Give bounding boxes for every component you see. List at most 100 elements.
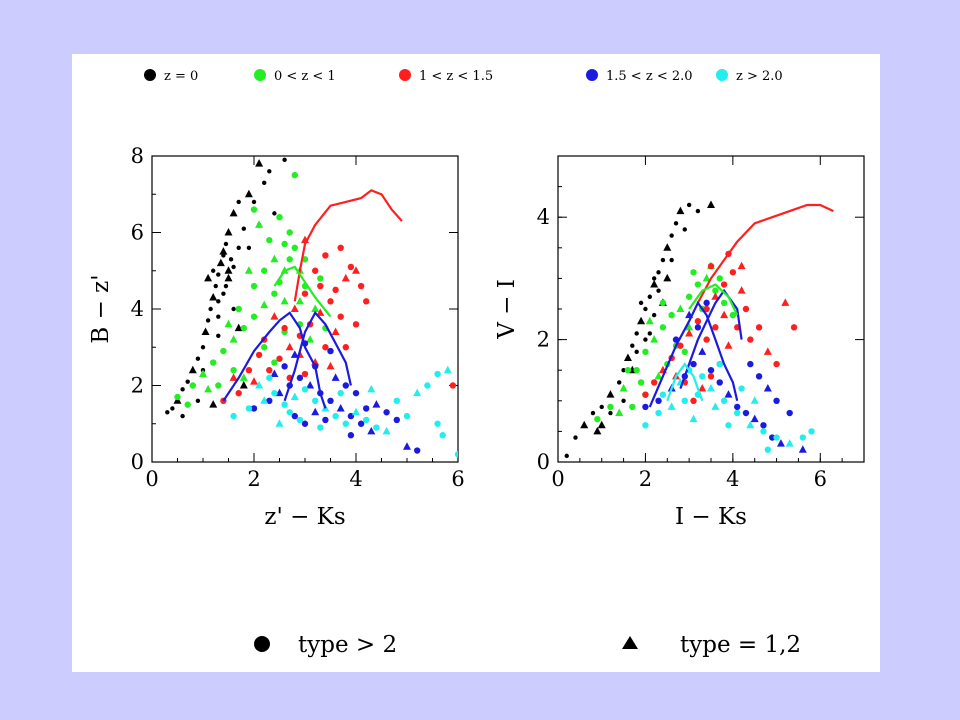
point-1-5-z-2-0: [403, 442, 411, 450]
point-z-0: [282, 157, 287, 163]
point-z-2-0: [689, 414, 698, 423]
x-tick-label: 6: [451, 467, 464, 491]
point-1-5-z-2-0: [250, 405, 258, 412]
point-0-z-1: [276, 214, 283, 221]
x-axis-label: I − Ks: [675, 504, 747, 530]
point-z-0: [608, 410, 613, 416]
point-1-z-1-5: [301, 290, 309, 297]
point-z-0: [621, 368, 626, 373]
point-0-z-1: [685, 322, 694, 331]
point-1-z-1-5: [698, 384, 707, 392]
model-track: [648, 300, 739, 408]
point-1-z-1-5: [690, 397, 697, 404]
triangle-marker-icon: [622, 636, 638, 649]
point-z-2-0: [286, 409, 293, 416]
point-0-z-1: [280, 296, 289, 305]
point-z-0: [195, 398, 201, 403]
point-0-z-1: [594, 415, 601, 423]
model-track: [293, 189, 403, 302]
point-1-z-1-5: [737, 286, 746, 294]
point-1-z-1-5: [332, 286, 339, 294]
point-1-z-1-5: [357, 282, 365, 290]
point-1-z-1-5: [707, 262, 715, 270]
model-track: [679, 288, 743, 389]
point-0-z-1: [607, 403, 614, 411]
point-z-0: [617, 380, 622, 385]
point-z-2-0: [434, 370, 441, 378]
point-z-0: [564, 453, 569, 459]
point-z-2-0: [773, 434, 780, 441]
point-z-2-0: [699, 373, 706, 380]
y-tick-label: 2: [131, 374, 144, 398]
point-0-z-1: [619, 384, 628, 392]
point-0-z-1: [716, 275, 723, 282]
point-z-2-0: [659, 391, 667, 398]
point-z-0: [195, 356, 201, 361]
point-1-z-1-5: [755, 324, 763, 331]
point-1-z-1-5: [363, 298, 370, 305]
point-1-5-z-2-0: [363, 405, 370, 412]
point-z-0: [216, 258, 225, 267]
y-axis-label: B − z': [88, 274, 114, 343]
point-z-0: [231, 306, 236, 312]
point-0-z-1: [271, 290, 278, 297]
point-1-z-1-5: [316, 308, 325, 316]
point-1-5-z-2-0: [306, 381, 315, 389]
point-z-0: [267, 169, 272, 174]
point-1-z-1-5: [703, 305, 710, 313]
point-0-z-1: [271, 359, 278, 366]
point-z-0: [234, 323, 243, 332]
point-1-5-z-2-0: [707, 367, 715, 374]
x-tick-label: 0: [551, 467, 564, 491]
point-1-z-1-5: [724, 341, 733, 349]
point-z-2-0: [424, 382, 431, 389]
point-z-0: [597, 420, 606, 429]
point-1-5-z-2-0: [742, 409, 750, 417]
legend-marker-2: [399, 69, 411, 81]
point-1-z-1-5: [337, 244, 344, 251]
point-z-0: [205, 318, 211, 323]
point-1-z-1-5: [322, 344, 329, 351]
point-z-0: [200, 345, 206, 350]
point-1-z-1-5: [245, 367, 253, 374]
data-layer: [564, 200, 834, 459]
point-0-z-1: [654, 371, 663, 380]
point-0-z-1: [295, 296, 304, 305]
point-z-0: [180, 413, 185, 419]
point-0-z-1: [240, 324, 247, 332]
point-1-z-1-5: [650, 379, 658, 386]
point-z-0: [660, 257, 666, 263]
point-0-z-1: [224, 319, 233, 328]
point-1-z-1-5: [322, 252, 329, 259]
y-tick-label: 4: [131, 297, 144, 321]
legend-marker-4: [716, 69, 728, 81]
point-0-z-1: [261, 267, 268, 274]
x-axis-label: z' − Ks: [264, 504, 345, 530]
point-1-z-1-5: [276, 355, 283, 362]
x-tick-label: 6: [814, 467, 827, 491]
point-z-2-0: [642, 422, 649, 429]
point-1-z-1-5: [742, 305, 750, 313]
point-z-2-0: [725, 422, 732, 429]
point-1-z-1-5: [720, 281, 728, 288]
point-z-0: [204, 273, 213, 282]
point-1-z-1-5: [707, 373, 715, 380]
point-1-z-1-5: [737, 261, 746, 270]
point-z-0: [651, 312, 657, 318]
point-z-2-0: [434, 420, 441, 427]
point-z-0: [272, 211, 277, 216]
point-z-0: [223, 241, 229, 247]
point-0-z-1: [676, 304, 685, 312]
point-1-5-z-2-0: [322, 416, 329, 424]
point-0-z-1: [215, 382, 222, 389]
model-track: [666, 362, 704, 402]
point-1-z-1-5: [685, 328, 694, 337]
point-0-z-1: [250, 282, 258, 290]
y-tick-label: 6: [131, 221, 144, 245]
point-0-z-1: [659, 299, 667, 307]
point-1-z-1-5: [331, 327, 340, 335]
point-1-z-1-5: [729, 269, 737, 276]
point-z-2-0: [337, 389, 344, 397]
point-0-z-1: [244, 266, 253, 274]
point-z-0: [239, 381, 248, 389]
